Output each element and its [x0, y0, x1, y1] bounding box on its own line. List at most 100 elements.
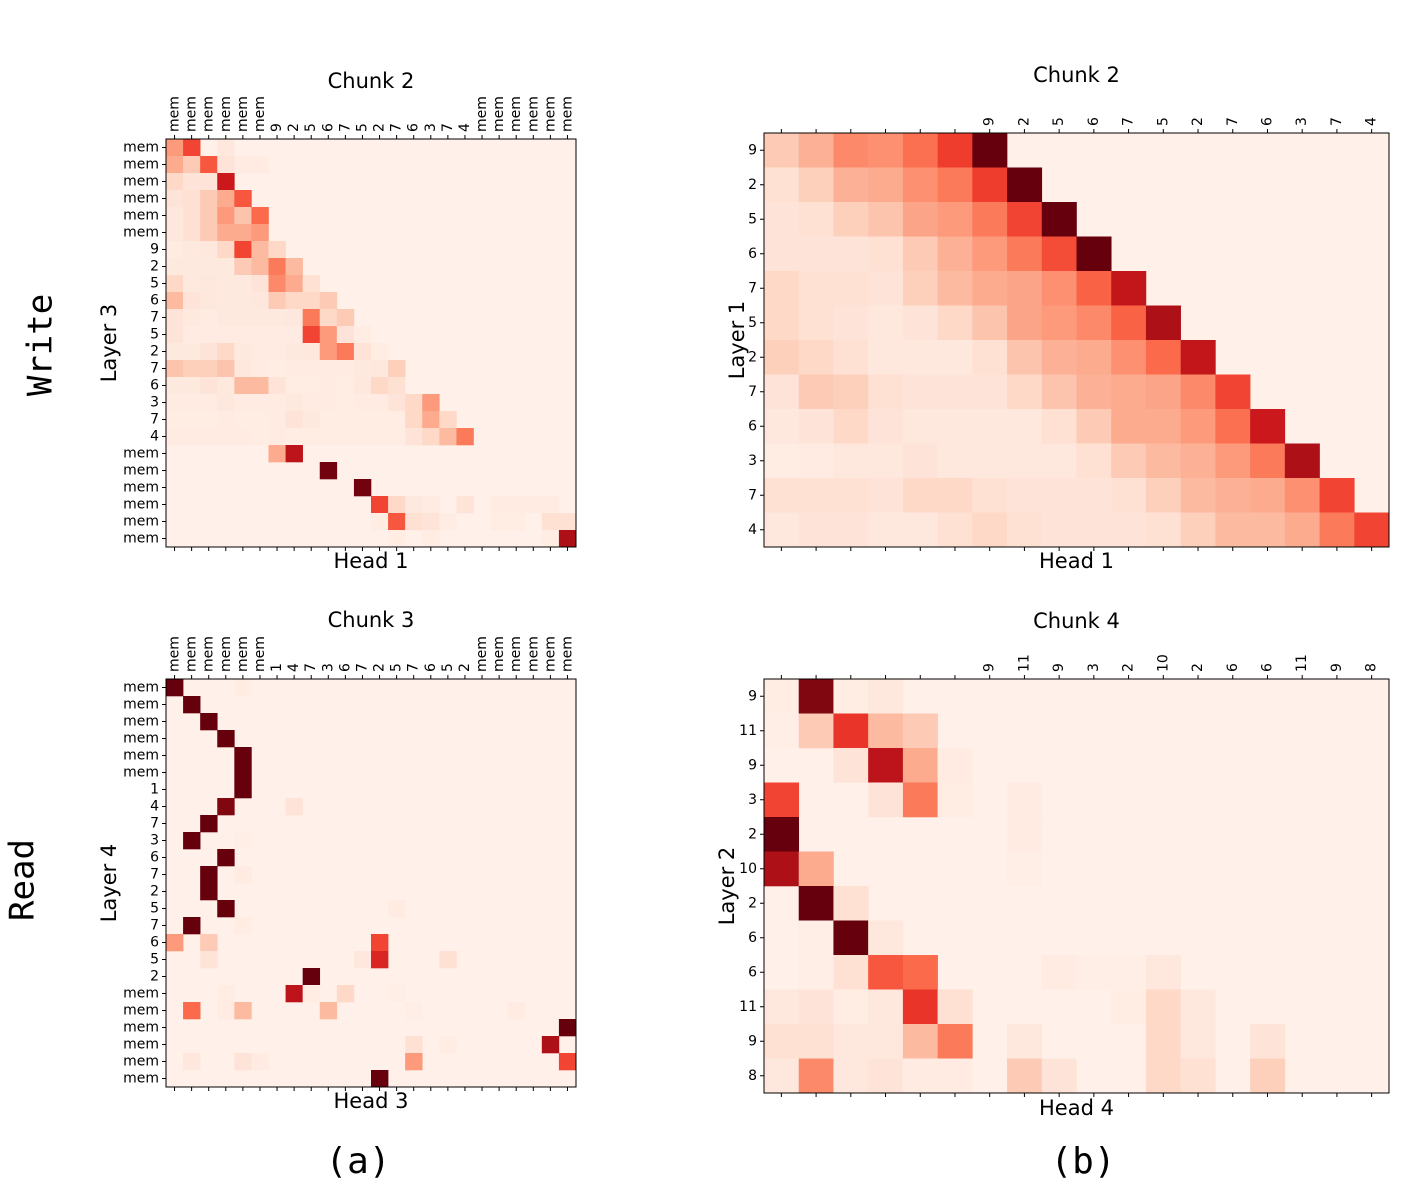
x-tick-label: 2: [1121, 663, 1137, 672]
heatmap-cell: [405, 1053, 423, 1071]
heatmap-cell: [868, 409, 904, 444]
x-tick-label: 2: [457, 663, 473, 672]
heatmap-cell: [251, 241, 269, 259]
heatmap-cell: [833, 167, 869, 203]
heatmap-cell: [902, 748, 938, 783]
heatmap-cell: [1007, 340, 1043, 375]
heatmap-cell: [1041, 443, 1077, 479]
heatmap-cell: [868, 713, 904, 749]
heatmap-cell: [833, 886, 869, 921]
heatmap-cell: [764, 1058, 800, 1094]
heatmap-cell: [902, 512, 938, 548]
heatmap-cell: [166, 679, 184, 697]
heatmap-cell: [868, 374, 904, 410]
heatmap-cell: [902, 202, 938, 237]
heatmap-cell: [200, 377, 218, 395]
y-tick-label: 7: [150, 412, 159, 428]
heatmap-cell: [217, 156, 235, 174]
heatmap-cell: [302, 377, 321, 395]
heatmap-cell: [798, 1058, 834, 1094]
heatmap-cell: [1041, 409, 1077, 444]
heatmap-cell: [937, 271, 973, 306]
heatmap-cell: [336, 360, 355, 378]
x-tick-label: mem: [167, 636, 183, 672]
x-tick-label: 7: [389, 123, 405, 132]
heatmap-cell: [972, 478, 1008, 513]
heatmap-cell: [558, 513, 577, 531]
y-tick-label: 2: [748, 349, 757, 365]
y-tick-label: mem: [123, 986, 159, 1002]
y-tick-label: 5: [748, 211, 757, 227]
y-tick-label: 9: [748, 142, 757, 158]
heatmap-cell: [251, 411, 269, 429]
heatmap-cell: [353, 428, 372, 446]
heatmap-cell: [200, 258, 218, 276]
heatmap-cell: [902, 271, 938, 306]
heatmap-cell: [439, 411, 457, 429]
heatmap-cell: [798, 236, 834, 272]
y-tick-label: mem: [123, 1071, 159, 1087]
heatmap-cell: [234, 832, 252, 850]
heatmap-cell: [268, 411, 286, 429]
heatmap-cell: [388, 394, 406, 412]
heatmap-panel-b-top: 9 2 5 6 7 5 2 7 6 3 7 4 9 2 5 6 7 5 2 7 6 3 7 4 Chunk 2 Head 1 Lay…: [725, 63, 1390, 573]
heatmap-cell: [868, 340, 904, 375]
heatmap-cell: [217, 900, 235, 918]
heatmap-cell: [183, 258, 201, 276]
heatmap-cell: [1076, 478, 1112, 513]
heatmap-cell: [183, 309, 201, 327]
x-tick-label: mem: [235, 96, 251, 132]
heatmap-cell: [405, 411, 423, 429]
heatmap-cell: [251, 309, 269, 327]
heatmap-cell: [972, 236, 1008, 272]
heatmap-cell: [972, 409, 1008, 444]
heatmap-cell: [868, 1058, 904, 1094]
heatmap-cell: [336, 428, 355, 446]
heatmap-cell: [251, 156, 269, 174]
heatmap-cell: [422, 411, 440, 429]
x-tick-label: 11: [1016, 654, 1032, 672]
x-tick-label: mem: [491, 636, 507, 672]
y-tick-label: mem: [123, 208, 159, 224]
heatmap-cell: [268, 343, 286, 361]
heatmap-cell: [1111, 374, 1147, 410]
heatmap-cell: [336, 326, 355, 344]
heatmap-cell: [490, 513, 508, 531]
heatmap-cell: [371, 394, 389, 412]
x-tick-label: 2: [1016, 117, 1032, 126]
heatmap-cell: [1250, 409, 1286, 444]
heatmap-cell: [764, 305, 800, 341]
x-tick-label: 9: [269, 123, 285, 132]
y-tick-label: mem: [123, 480, 159, 496]
y-tick-label: 6: [150, 293, 159, 309]
x-tick-label: 7: [1329, 117, 1345, 126]
heatmap-cell: [541, 530, 560, 548]
y-tick-label: 2: [748, 895, 757, 911]
heatmap-cell: [833, 374, 869, 410]
heatmap-cell: [183, 360, 201, 378]
heatmap-cell: [200, 190, 218, 208]
heatmap-cell: [902, 167, 938, 203]
heatmap-cell: [200, 815, 218, 833]
heatmap-cell: [353, 326, 372, 344]
x-tick-label: 7: [406, 663, 422, 672]
heatmap-cell: [183, 156, 201, 174]
heatmap-cell: [336, 343, 355, 361]
heatmap-frame: [763, 132, 1390, 548]
heatmap-cell: [234, 764, 252, 782]
heatmap-cell: [902, 989, 938, 1025]
heatmap-cell: [1041, 512, 1077, 548]
heatmap-cell: [302, 411, 321, 429]
x-tick-label: 2: [1190, 663, 1206, 672]
heatmap-cell: [1145, 1058, 1181, 1094]
heatmap-cell: [798, 271, 834, 306]
heatmap-cell: [1111, 443, 1147, 479]
heatmap-cell: [388, 496, 406, 514]
heatmap-cell: [234, 258, 252, 276]
heatmap-cell: [1145, 955, 1181, 990]
x-axis-label: Head 1: [1039, 549, 1114, 573]
heatmap-cell: [200, 934, 218, 952]
heatmap-cell: [285, 394, 303, 412]
heatmap-cell: [541, 513, 560, 531]
heatmap-cell: [388, 513, 406, 531]
